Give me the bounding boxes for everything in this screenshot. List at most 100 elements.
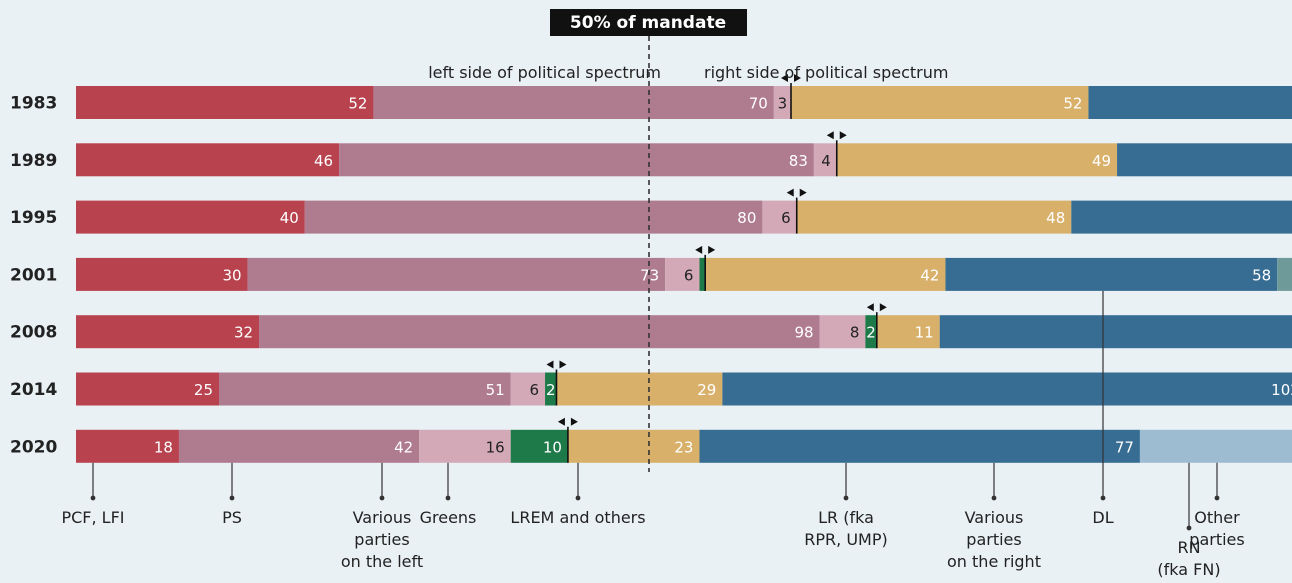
mandate-label: 50% of mandate xyxy=(570,13,726,33)
year-label-2014: 2014 xyxy=(10,380,57,400)
data-label-1995-ps: 80 xyxy=(737,209,756,227)
data-label-2020-pcf-lfi: 18 xyxy=(154,438,173,456)
data-label-2001-lrem-and-others: 42 xyxy=(920,266,939,284)
bar-2014-lrem-and-others xyxy=(556,372,723,406)
legend-label-other-parties-0: Other xyxy=(1194,508,1240,527)
left-side-label: left side of political spectrum xyxy=(428,63,661,82)
data-label-1983-lrem-and-others: 52 xyxy=(1063,95,1082,113)
bar-1995-various-parties-on-the-left xyxy=(762,200,797,234)
bar-2020-lr-fka-rpr-ump xyxy=(699,429,1140,463)
legend-label-ps-0: PS xyxy=(222,508,242,527)
divider-arrow-left-1983 xyxy=(781,74,788,82)
divider-arrow-right-2008 xyxy=(879,303,887,312)
bar-1989-lr-fka-rpr-ump xyxy=(1117,143,1292,177)
right-side-label: right side of political spectrum xyxy=(704,63,948,82)
bar-2020-pcf-lfi xyxy=(76,429,179,463)
mandate-badge xyxy=(550,9,747,36)
bar-2014-various-parties-on-the-left xyxy=(510,372,546,406)
bar-1983-lr-fka-rpr-ump xyxy=(1088,86,1292,119)
data-label-2014-various-parties-on-the-left: 6 xyxy=(529,381,539,399)
legend-label-various-parties-on-the-right-0: Various xyxy=(965,508,1024,527)
divider-arrow-right-2014 xyxy=(559,360,567,369)
bar-2001-lrem-and-others xyxy=(705,257,946,291)
legend-dot-ps xyxy=(229,495,235,501)
divider-arrow-left-2008 xyxy=(866,303,874,312)
year-label-1989: 1989 xyxy=(10,151,57,171)
data-label-2001-various-parties-on-the-left: 6 xyxy=(684,266,694,284)
legend-dot-lr-fka-rpr-ump xyxy=(843,495,849,501)
legend-dot-dl xyxy=(1100,495,1106,501)
data-label-1989-lrem-and-others: 49 xyxy=(1092,152,1111,170)
data-label-2008-various-parties-on-the-left: 8 xyxy=(850,324,860,342)
bar-2001-ps xyxy=(247,257,666,291)
bar-2020-ps xyxy=(178,429,420,463)
legend-dot-various-parties-on-the-left xyxy=(379,495,385,501)
legend-label-dl-0: DL xyxy=(1092,508,1113,527)
data-label-2014-greens: 2 xyxy=(546,381,556,399)
bar-2001-greens xyxy=(699,257,706,291)
legend-label-rn-fka-fn-1: (fka FN) xyxy=(1157,560,1220,579)
bar-2001-various-parties-on-the-left xyxy=(665,257,700,291)
bar-2008-lr-fka-rpr-ump xyxy=(939,315,1292,349)
legend-label-other-parties-1: parties xyxy=(1189,530,1244,549)
bar-2014-pcf-lfi xyxy=(76,372,219,406)
bar-2020-lrem-and-others xyxy=(567,429,700,463)
divider-arrow-right-1983 xyxy=(794,74,801,82)
data-label-2008-ps: 98 xyxy=(795,324,814,342)
data-label-2001-lr-fka-rpr-ump: 58 xyxy=(1252,266,1271,284)
bar-2008-ps xyxy=(259,315,820,349)
legend-dot-rn-fka-fn xyxy=(1186,525,1192,531)
data-label-1995-various-parties-on-the-left: 6 xyxy=(781,209,791,227)
legend-label-lr-fka-rpr-ump-0: LR (fka xyxy=(818,508,874,527)
bar-1983-various-parties-on-the-left xyxy=(773,86,791,119)
legend-label-pcf-lfi-0: PCF, LFI xyxy=(61,508,124,527)
data-label-2014-ps: 51 xyxy=(486,381,505,399)
year-labels: 1983 1989 1995 2001 2008 2014 2020 xyxy=(10,94,57,458)
data-label-2008-pcf-lfi: 32 xyxy=(234,324,253,342)
bar-2008-greens xyxy=(865,315,877,349)
data-label-1995-lrem-and-others: 48 xyxy=(1046,209,1065,227)
legend-dot-various-parties-on-the-right xyxy=(991,495,997,501)
year-label-1983: 1983 xyxy=(10,94,57,114)
divider-arrow-right-2001 xyxy=(708,245,716,254)
legend-label-rn-fka-fn-0: RN xyxy=(1177,538,1200,557)
bar-2001-pcf-lfi xyxy=(76,257,248,291)
year-label-1995: 1995 xyxy=(10,208,57,228)
legend-dot-pcf-lfi xyxy=(90,495,96,501)
data-label-1983-pcf-lfi: 52 xyxy=(348,95,367,113)
data-label-2001-ps: 73 xyxy=(640,266,659,284)
bar-2014-lr-fka-rpr-ump xyxy=(722,372,1292,406)
bar-1989-various-parties-on-the-left xyxy=(813,143,837,177)
data-label-1989-ps: 83 xyxy=(789,152,808,170)
legend-label-greens-0: Greens xyxy=(420,508,477,527)
divider-arrow-left-2014 xyxy=(546,360,554,369)
bar-2008-lrem-and-others xyxy=(876,315,940,349)
data-label-2008-lrem-and-others: 11 xyxy=(915,324,934,342)
legend-dot-greens xyxy=(445,495,451,501)
divider-arrow-right-1989 xyxy=(839,131,847,140)
year-label-2001: 2001 xyxy=(10,265,57,285)
bar-1995-pcf-lfi xyxy=(76,200,305,234)
data-label-2014-lrem-and-others: 29 xyxy=(697,381,716,399)
divider-arrow-left-2001 xyxy=(695,245,703,254)
mandate-annotation: 50% of mandate xyxy=(550,9,747,36)
data-label-2008-greens: 2 xyxy=(866,324,876,342)
legend-label-various-parties-on-the-left-0: Various xyxy=(353,508,412,527)
legend-label-lr-fka-rpr-ump-1: RPR, UMP) xyxy=(804,530,887,549)
legend-label-various-parties-on-the-left-2: on the left xyxy=(341,552,423,571)
data-label-2020-various-parties-on-the-left: 16 xyxy=(486,438,505,456)
bar-1995-lr-fka-rpr-ump xyxy=(1071,200,1292,234)
data-label-1995-pcf-lfi: 40 xyxy=(280,209,299,227)
bar-1983-ps xyxy=(373,86,774,119)
data-label-1989-pcf-lfi: 46 xyxy=(314,152,333,170)
data-label-2001-pcf-lfi: 30 xyxy=(223,266,242,284)
bar-1989-ps xyxy=(339,143,814,177)
divider-arrow-left-2020 xyxy=(557,417,565,426)
bar-1995-ps xyxy=(304,200,763,234)
bar-2008-various-parties-on-the-left xyxy=(819,315,866,349)
legend-label-various-parties-on-the-left-1: parties xyxy=(354,530,409,549)
bar-2014-greens xyxy=(545,372,557,406)
divider-arrow-left-1995 xyxy=(786,188,794,197)
data-label-2014-lr-fka-rpr-ump: 102 xyxy=(1271,381,1292,399)
